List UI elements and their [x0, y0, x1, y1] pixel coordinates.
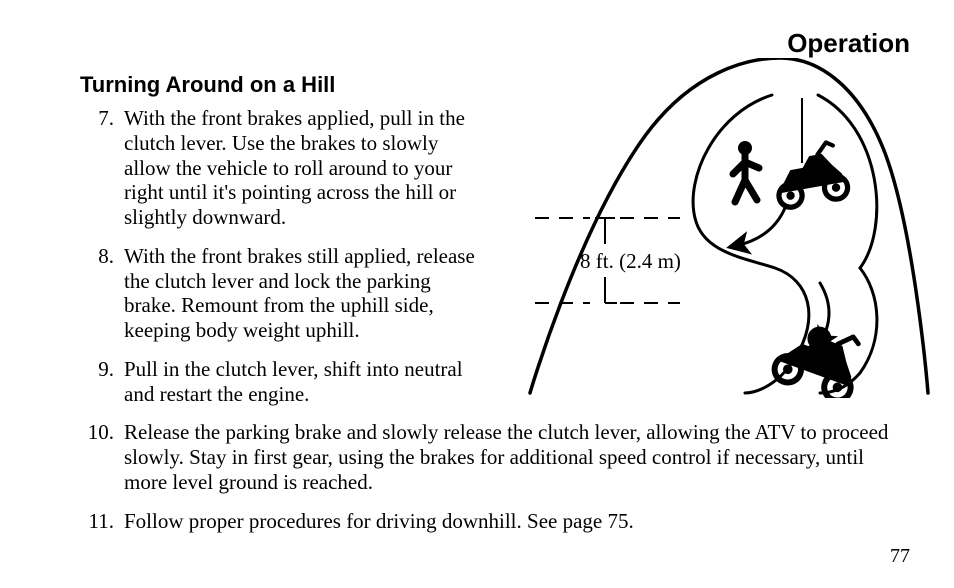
item-number: 11.: [80, 509, 114, 534]
hill-turn-figure: 8 ft. (2.4 m): [520, 58, 930, 398]
atv-icon: [771, 140, 849, 209]
item-number: 10.: [80, 420, 114, 445]
item-number: 9.: [80, 357, 114, 382]
instruction-item: 10. Release the parking brake and slowly …: [80, 420, 910, 494]
item-text: Release the parking brake and slowly rel…: [124, 420, 910, 494]
item-number: 7.: [80, 106, 114, 131]
manual-page: Operation Turning Around on a Hill 7. Wit…: [0, 0, 954, 588]
item-text: Pull in the clutch lever, shift into neu…: [124, 357, 480, 407]
item-text: With the front brakes applied, pull in t…: [124, 106, 480, 230]
measurement-label: 8 ft. (2.4 m): [580, 249, 681, 273]
person-icon: [733, 141, 759, 202]
item-number: 8.: [80, 244, 114, 269]
chapter-title: Operation: [787, 28, 910, 59]
section-title: Turning Around on a Hill: [80, 72, 335, 98]
item-text: With the front brakes still applied, rel…: [124, 244, 480, 343]
item-text: Follow proper procedures for driving dow…: [124, 509, 910, 534]
page-number: 77: [890, 545, 910, 568]
instruction-item: 11. Follow proper procedures for driving …: [80, 509, 910, 534]
